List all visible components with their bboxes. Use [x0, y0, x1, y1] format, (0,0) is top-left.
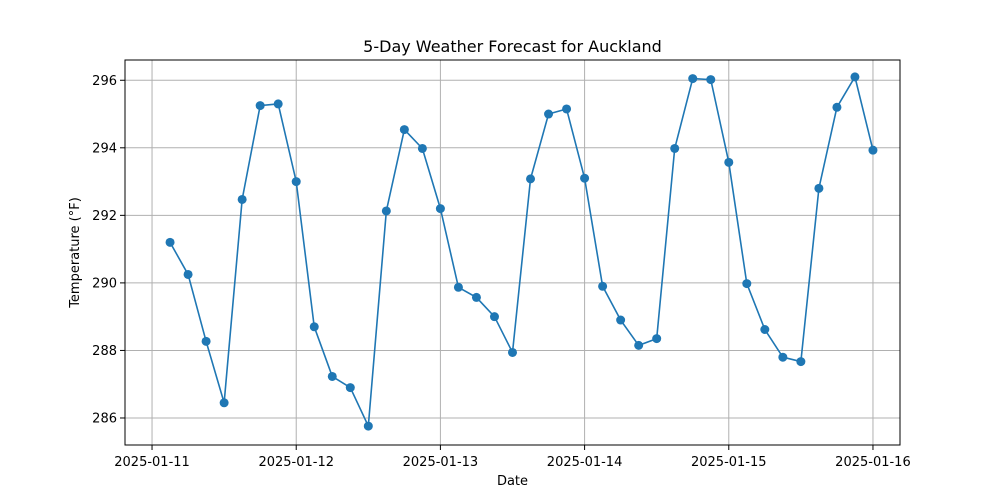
data-point: [742, 279, 752, 289]
data-point: [417, 143, 427, 153]
data-point: [688, 74, 698, 84]
data-point: [706, 75, 716, 85]
data-point: [219, 398, 229, 408]
y-tick-label: 294: [92, 141, 117, 156]
x-tick-label: 2025-01-13: [403, 455, 479, 470]
grid-lines: [125, 60, 900, 445]
data-point: [489, 312, 499, 322]
data-point: [363, 421, 373, 431]
data-point: [165, 237, 175, 247]
y-axis-ticks: 286 288 290 292 294 296: [92, 74, 125, 426]
data-point: [526, 174, 536, 184]
chart-title: 5-Day Weather Forecast for Auckland: [363, 37, 662, 56]
data-point: [345, 383, 355, 393]
data-point: [670, 143, 680, 153]
data-point: [616, 315, 626, 325]
x-tick-label: 2025-01-15: [691, 455, 767, 470]
y-tick-label: 286: [92, 411, 117, 426]
data-point: [634, 340, 644, 350]
data-point: [183, 269, 193, 279]
data-point: [309, 322, 319, 332]
data-point: [237, 194, 247, 204]
data-point: [201, 336, 211, 346]
series-line: [169, 74, 874, 430]
data-point: [435, 204, 445, 214]
data-point: [850, 72, 860, 82]
y-tick-label: 290: [92, 276, 117, 291]
y-tick-label: 288: [92, 344, 117, 359]
data-point: [381, 206, 391, 216]
data-point: [273, 99, 283, 109]
x-tick-label: 2025-01-16: [835, 455, 911, 470]
data-point: [598, 281, 608, 291]
data-point: [453, 282, 463, 292]
y-tick-label: 296: [92, 74, 117, 89]
data-point: [832, 102, 842, 112]
y-tick-label: 292: [92, 209, 117, 224]
data-point: [580, 173, 590, 183]
data-point: [327, 371, 337, 381]
data-point: [796, 357, 806, 367]
data-point: [471, 292, 481, 302]
data-point: [724, 157, 734, 167]
data-points: [165, 72, 878, 431]
data-point: [544, 109, 554, 119]
x-tick-label: 2025-01-12: [258, 455, 334, 470]
data-point: [399, 125, 409, 135]
data-point: [778, 352, 788, 362]
data-point: [652, 334, 662, 344]
x-axis-label: Date: [497, 474, 528, 489]
plot-frame: [124, 59, 901, 446]
data-point: [255, 101, 265, 111]
x-tick-label: 2025-01-14: [547, 455, 623, 470]
data-point: [760, 325, 770, 334]
data-point: [868, 145, 878, 155]
data-point: [562, 104, 572, 114]
data-point: [508, 347, 517, 357]
x-axis-ticks: 2025-01-11 2025-01-12 2025-01-13 2025-01-14…: [114, 445, 911, 470]
data-point: [291, 177, 301, 187]
x-tick-label: 2025-01-11: [114, 455, 190, 470]
y-axis-label: Temperature (°F): [68, 197, 83, 309]
data-point: [814, 183, 824, 193]
